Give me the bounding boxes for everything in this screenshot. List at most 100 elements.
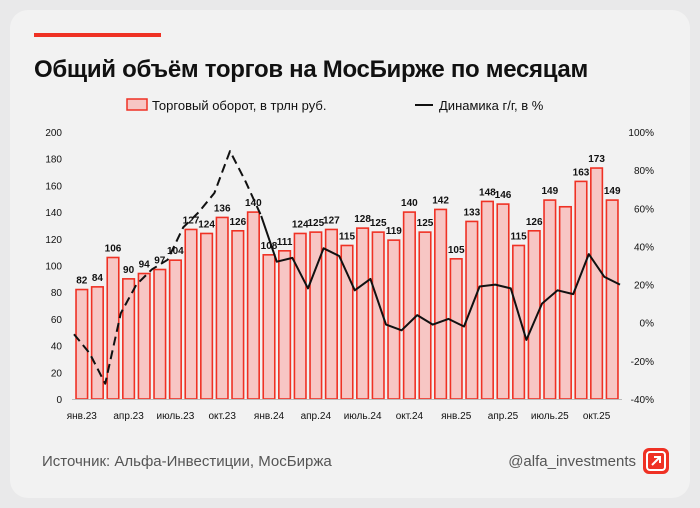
x-axis-tick-label: янв.25 <box>441 411 472 422</box>
bar <box>153 268 167 400</box>
bar-data-label: 125 <box>417 218 434 229</box>
bar-data-label: 108 <box>261 241 278 252</box>
bar <box>574 180 588 400</box>
bar <box>387 239 401 400</box>
bar-data-label: 149 <box>604 186 621 197</box>
left-axis-tick-label: 200 <box>45 128 62 139</box>
bar-data-label: 90 <box>123 265 135 276</box>
yoy-line-dashed <box>73 150 263 385</box>
left-axis-tick-label: 60 <box>51 315 63 326</box>
bar <box>434 208 448 400</box>
bar-data-label: 126 <box>526 217 543 228</box>
bar-data-label: 140 <box>245 198 262 209</box>
bar <box>512 244 526 400</box>
bar <box>356 227 370 400</box>
bar <box>605 199 619 400</box>
bar <box>90 286 104 400</box>
bar <box>340 244 354 400</box>
x-axis-tick-label: апр.23 <box>113 411 144 422</box>
legend-bar-swatch <box>126 98 148 111</box>
bar-data-label: 149 <box>541 186 558 197</box>
x-axis-tick-label: окт.25 <box>583 411 611 422</box>
legend-line-label: Динамика г/г, в % <box>439 98 544 113</box>
bar-data-label: 119 <box>386 226 403 237</box>
x-axis-tick-label: июль.24 <box>344 411 382 422</box>
bar <box>465 220 479 400</box>
bar-data-label: 104 <box>167 246 184 257</box>
bar-data-label: 173 <box>588 154 605 165</box>
bar-data-label: 128 <box>354 214 371 225</box>
left-axis-tick-label: 140 <box>45 208 62 219</box>
x-axis-tick-label: янв.23 <box>67 411 98 422</box>
bar <box>590 167 604 400</box>
right-axis-tick-label: 60% <box>634 204 654 215</box>
bar-data-label: 97 <box>154 256 166 267</box>
right-axis-tick-label: 100% <box>628 128 654 139</box>
bar <box>449 258 463 400</box>
bar <box>558 205 572 400</box>
bar-data-label: 94 <box>139 260 151 271</box>
x-axis-tick-label: июль.23 <box>156 411 194 422</box>
source-note: Источник: Альфа-Инвестиции, МосБиржа <box>42 453 332 470</box>
bar <box>496 203 510 400</box>
right-axis-tick-label: -40% <box>631 395 654 406</box>
bar-data-label: 106 <box>105 243 122 254</box>
x-axis-tick-label: янв.24 <box>254 411 285 422</box>
bar-data-label: 133 <box>463 207 480 218</box>
bar-data-label: 82 <box>76 276 88 287</box>
bar <box>402 211 416 400</box>
left-axis-tick-label: 180 <box>45 155 62 166</box>
bar <box>527 229 541 400</box>
bar <box>262 254 276 400</box>
x-axis-tick-label: окт.23 <box>208 411 236 422</box>
bar <box>137 272 151 400</box>
bar-data-label: 127 <box>183 215 200 226</box>
axis-layer: 0 20 40 60 80 100 120 140 160 180 200 -40% -20% 0% 20%… <box>45 128 654 422</box>
bar-data-label: 146 <box>495 190 512 201</box>
bar-data-label: 140 <box>401 198 418 209</box>
bar-data-label: 84 <box>92 273 104 284</box>
bar-data-label: 148 <box>479 187 496 198</box>
yoy-line-solid <box>260 215 621 341</box>
legend: Торговый оборот, в трлн руб. Динамика г/… <box>126 98 544 113</box>
x-axis-tick-label: апр.24 <box>301 411 332 422</box>
bar-data-label: 136 <box>214 203 231 214</box>
right-axis-tick-label: 40% <box>634 242 654 253</box>
left-axis-tick-label: 100 <box>45 262 62 273</box>
right-axis-tick-label: 0% <box>640 319 655 330</box>
bar <box>122 278 136 400</box>
bars-layer <box>75 167 619 400</box>
left-axis-tick-label: 160 <box>45 181 62 192</box>
bar-data-label: 115 <box>511 231 528 242</box>
bar-data-label: 126 <box>229 217 246 228</box>
x-axis-tick-label: апр.25 <box>488 411 519 422</box>
bar-data-label: 142 <box>432 195 449 206</box>
bar <box>215 216 229 400</box>
bar <box>480 200 494 400</box>
x-axis-tick-label: окт.24 <box>396 411 424 422</box>
left-axis-tick-label: 20 <box>51 368 63 379</box>
page-title: Общий объём торгов на МосБирже по месяца… <box>34 56 588 83</box>
right-axis-tick-label: 20% <box>634 281 654 292</box>
bar <box>278 250 292 400</box>
bar-data-label: 163 <box>573 167 590 178</box>
right-axis-tick-label: -20% <box>631 357 654 368</box>
bar <box>231 229 245 400</box>
left-axis-tick-label: 0 <box>56 395 62 406</box>
right-axis-tick-label: 80% <box>634 166 654 177</box>
bar-data-label: 115 <box>339 231 356 242</box>
bar-data-label: 125 <box>370 218 387 229</box>
line-layer <box>73 150 621 385</box>
bar <box>184 228 198 400</box>
bar-data-label: 125 <box>307 218 324 229</box>
social-handle[interactable]: @alfa_investments <box>508 453 636 470</box>
bar-data-label: 105 <box>448 245 465 256</box>
bar <box>200 232 214 400</box>
x-axis-tick-label: июль.25 <box>531 411 569 422</box>
bar <box>418 231 432 400</box>
bar <box>246 211 260 400</box>
bar-data-label: 124 <box>292 219 309 230</box>
legend-bar-label: Торговый оборот, в трлн руб. <box>152 98 326 113</box>
